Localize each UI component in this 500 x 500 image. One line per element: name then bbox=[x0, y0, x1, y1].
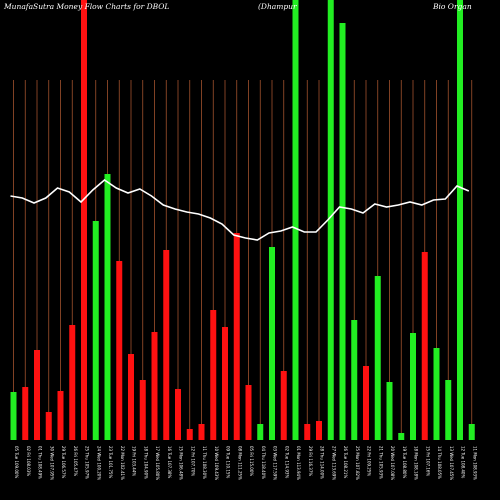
x-tick-label: 22 Mon 102.41% bbox=[120, 446, 125, 480]
price-line-series bbox=[10, 178, 470, 241]
x-tick-label: 26 Fri 105.47% bbox=[73, 446, 78, 476]
x-tick-label: 26 Tue 108.21% bbox=[343, 446, 348, 478]
bar-up bbox=[104, 174, 111, 440]
x-tick-label: 24 Wed 100.20% bbox=[96, 446, 101, 480]
bar-down bbox=[151, 332, 158, 440]
bar-down bbox=[233, 233, 240, 440]
bar-down bbox=[163, 250, 170, 440]
bar-down bbox=[57, 391, 64, 440]
bar-down bbox=[363, 366, 369, 440]
bar-up bbox=[468, 424, 475, 440]
x-tick-label: 18 Mon 108.18% bbox=[414, 446, 419, 480]
x-tick-label: 01 Thu 108.49% bbox=[38, 446, 43, 479]
x-tick-label: 01 Mon 113.94% bbox=[296, 446, 301, 480]
bar-up bbox=[269, 247, 275, 440]
bar-up bbox=[386, 382, 393, 440]
bar-up bbox=[433, 348, 440, 440]
bar-up bbox=[92, 221, 99, 440]
chart-title-mid: (Dhampur bbox=[258, 2, 297, 11]
bar-down bbox=[198, 424, 205, 440]
x-tick-label: 14 Thu 108.05% bbox=[437, 446, 442, 479]
x-tick-label: 02 Fri 108.03% bbox=[26, 446, 31, 476]
chart-title-right: Bio Organ bbox=[432, 2, 472, 11]
x-tick-label: 17 Wed 105.80% bbox=[155, 446, 160, 480]
x-tick-label: 19 Tue 108.80% bbox=[402, 446, 407, 478]
bar-up bbox=[351, 320, 358, 440]
bar-down bbox=[81, 0, 87, 440]
x-tick-label: 30 Wed 107.95% bbox=[49, 446, 54, 480]
x-tick-label: 15 Mon 106.48% bbox=[179, 446, 184, 480]
x-tick-label: 23 Tue 101.75% bbox=[108, 446, 113, 478]
bar-up bbox=[339, 23, 346, 440]
bar-up bbox=[410, 333, 416, 440]
x-tick-label: 08 Mon 111.25% bbox=[237, 446, 242, 480]
x-tick-label: 12 Fri 107.70% bbox=[190, 446, 195, 476]
price-line bbox=[10, 178, 470, 241]
x-tick-label: 15 Fri 107.16% bbox=[425, 446, 430, 476]
x-tick-label: 05 Tue 109.00% bbox=[14, 446, 19, 478]
x-tick-label: 19 Fri 103.44% bbox=[132, 446, 137, 476]
bar-down bbox=[116, 261, 123, 440]
x-tick-label: 18 Thu 104.90% bbox=[143, 446, 148, 479]
bar-down bbox=[45, 412, 52, 440]
x-tick-label: 28 Thu 114.00% bbox=[320, 446, 325, 479]
x-tick-label: 29 Fri 116.37% bbox=[308, 446, 313, 476]
bar-down bbox=[222, 327, 228, 440]
x-tick-label: 29 Tue 106.57% bbox=[61, 446, 66, 478]
bar-down bbox=[69, 325, 76, 440]
bar-up bbox=[292, 0, 299, 440]
x-tick-label: 09 Tue 110.15% bbox=[226, 446, 231, 478]
x-tick-label: 22 Fri 109.25% bbox=[367, 446, 372, 476]
x-tick-label: 20 Wed 107.08% bbox=[390, 446, 395, 480]
bar-down bbox=[128, 354, 134, 440]
bar-down bbox=[210, 310, 217, 440]
bar-down bbox=[316, 421, 322, 440]
bar-down bbox=[34, 350, 40, 440]
x-tick-label: 10 Wed 109.43% bbox=[214, 446, 219, 480]
bar-down bbox=[22, 387, 29, 440]
x-tick-label: 03 Wed 117.59% bbox=[273, 446, 278, 480]
bar-up bbox=[445, 380, 452, 440]
x-tick-label: 12 Tue 108.40% bbox=[461, 446, 466, 478]
x-tick-label: 21 Thu 105.93% bbox=[378, 446, 383, 479]
bar-down bbox=[186, 429, 193, 440]
x-tick-label: 11 Thu 108.30% bbox=[202, 446, 207, 479]
chart-title-left: MunafaSutra Money Flow Charts for DBOL bbox=[3, 2, 169, 11]
bar-series bbox=[10, 0, 475, 440]
bar-down bbox=[304, 424, 311, 440]
bar-down bbox=[139, 380, 146, 440]
x-tick-label: 25 Mon 107.82% bbox=[355, 446, 360, 480]
bar-up bbox=[327, 0, 334, 440]
bar-down bbox=[245, 385, 252, 440]
bar-down bbox=[280, 371, 287, 440]
bar-down bbox=[175, 389, 181, 440]
x-tick-label: 25 Thu 105.97% bbox=[85, 446, 90, 479]
x-tick-label: 11 Mon 108.93% bbox=[472, 446, 477, 480]
bar-up bbox=[374, 276, 381, 440]
bar-up bbox=[398, 433, 405, 440]
x-tick-label: 13 Wed 107.45% bbox=[449, 446, 454, 480]
bar-up bbox=[257, 424, 264, 440]
x-tick-label: 02 Tue 114.93% bbox=[284, 446, 289, 478]
x-tick-label: 04 Thu 118.40% bbox=[261, 446, 266, 479]
x-tick-label: 27 Wed 113.69% bbox=[331, 446, 336, 480]
x-tick-label: 05 Fri 115.00% bbox=[249, 446, 254, 476]
x-tick-label: 16 Tue 107.38% bbox=[167, 446, 172, 478]
x-axis-tick-labels: 05 Tue 109.00% 02 Fri 108.03% 01 Thu 108.4… bbox=[14, 446, 477, 480]
bar-up bbox=[457, 0, 463, 440]
bar-down bbox=[421, 252, 428, 440]
bar-up bbox=[10, 392, 17, 440]
